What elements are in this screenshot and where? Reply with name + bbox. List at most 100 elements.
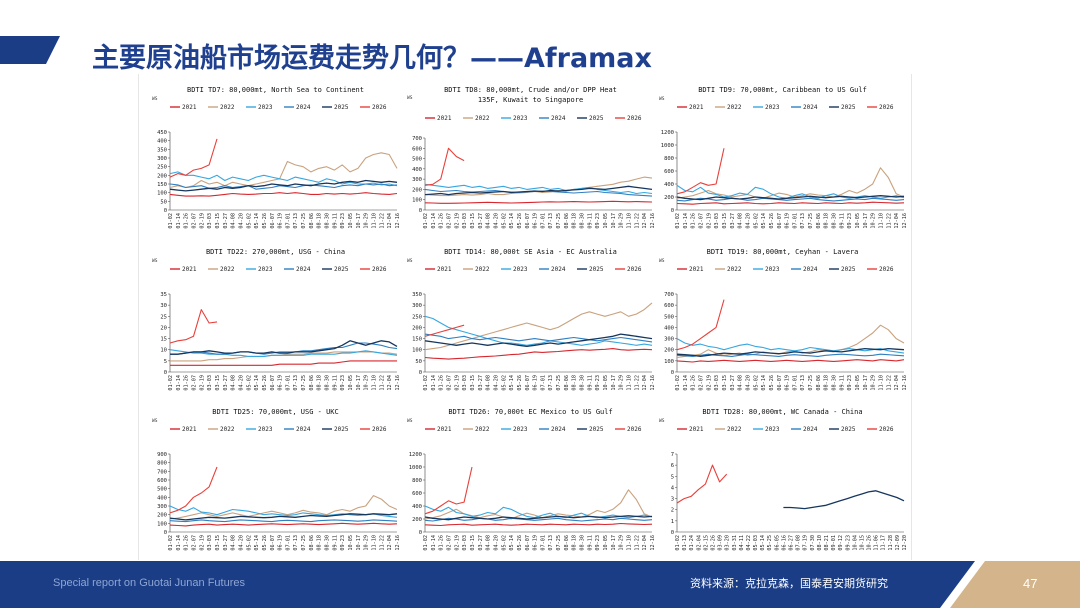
legend-label-2026: 2026 <box>372 266 387 273</box>
legend-label-2023: 2023 <box>765 426 780 433</box>
x-tick-label: 10-29 <box>871 375 877 391</box>
unit-label: WS <box>152 258 158 264</box>
chart-td28: BDTI TD28: 80,000mt, WC Canada - China WS… <box>659 408 908 551</box>
x-tick-label: 05-02 <box>246 375 252 391</box>
series-line-2025 <box>169 179 398 192</box>
x-tick-label: 09-01 <box>831 535 837 551</box>
x-tick-label: 04-08 <box>231 213 237 229</box>
series-line-2024 <box>169 519 398 523</box>
series-line-2025 <box>676 195 905 201</box>
x-tick-label: 12-04 <box>642 375 648 391</box>
series-line-2022 <box>169 152 398 189</box>
series-line-2026 <box>424 324 465 337</box>
legend-label-2025: 2025 <box>334 426 349 433</box>
x-tick-label: 02-07 <box>698 375 704 391</box>
x-tick-label: 03-27 <box>223 535 229 551</box>
x-tick-label: 12-04 <box>387 213 393 229</box>
y-tick-label: 300 <box>157 504 167 510</box>
x-tick-label: 02-07 <box>446 213 452 229</box>
x-tick-label: 02-19 <box>706 213 712 229</box>
x-tick-label: 11-10 <box>879 375 885 391</box>
x-tick-label: 07-01 <box>792 375 798 391</box>
y-tick-label: 250 <box>157 165 167 171</box>
legend-label-2025: 2025 <box>841 266 856 273</box>
legend-label-2022: 2022 <box>475 426 490 433</box>
x-tick-label: 10-15 <box>859 535 865 551</box>
x-tick-label: 07-01 <box>792 213 798 229</box>
chart-td9: BDTI TD9: 70,000mt, Caribbean to US Gulf… <box>659 86 908 229</box>
legend-label-2023: 2023 <box>258 266 273 273</box>
x-tick-label: 02-07 <box>446 535 452 551</box>
unit-label: WS <box>407 258 413 264</box>
legend-label-2024: 2024 <box>551 426 566 433</box>
legend-label-2026: 2026 <box>627 266 642 273</box>
series-line-2022 <box>424 176 653 197</box>
x-tick-label: 11-10 <box>879 213 885 229</box>
series-line-2023 <box>424 505 653 519</box>
chart-title: BDTI TD22: 270,000mt, USG - China <box>206 248 345 256</box>
x-tick-label: 09-23 <box>340 213 346 229</box>
series-line-2023 <box>169 349 398 357</box>
x-tick-label: 05-02 <box>753 213 759 229</box>
x-tick-label: 11-28 <box>888 535 894 551</box>
x-tick-label: 06-07 <box>525 535 531 551</box>
x-tick-label: 03-15 <box>215 375 221 391</box>
x-tick-label: 02-19 <box>706 375 712 391</box>
series-line-2022 <box>169 495 398 520</box>
charts-panel <box>138 74 912 560</box>
series-line-2021 <box>676 359 905 363</box>
x-tick-label: 09-11 <box>587 535 593 551</box>
x-tick-label: 01-26 <box>691 375 697 391</box>
x-tick-label: 01-02 <box>168 375 174 391</box>
x-tick-label: 01-14 <box>431 213 437 229</box>
x-tick-label: 07-01 <box>540 535 546 551</box>
x-tick-label: 10-17 <box>863 375 869 391</box>
footer-report-name: Special report on Guotai Junan Futures <box>53 577 246 589</box>
legend-label-2023: 2023 <box>513 426 528 433</box>
x-tick-label: 04-08 <box>231 375 237 391</box>
x-tick-label: 12-04 <box>894 375 900 391</box>
x-tick-label: 08-06 <box>564 535 570 551</box>
legend-label-2023: 2023 <box>765 266 780 273</box>
x-tick-label: 10-29 <box>619 213 625 229</box>
x-tick-label: 02-04 <box>696 535 702 551</box>
y-tick-label: 5 <box>671 474 674 480</box>
x-tick-label: 01-26 <box>691 213 697 229</box>
legend-label-2021: 2021 <box>689 266 704 273</box>
x-tick-label: 07-01 <box>540 375 546 391</box>
x-tick-label: 09-23 <box>595 375 601 391</box>
legend-label-2022: 2022 <box>475 115 490 122</box>
legend-label-2021: 2021 <box>182 266 197 273</box>
x-tick-label: 09-11 <box>587 213 593 229</box>
series-line-2025 <box>424 333 653 348</box>
legend-label-2024: 2024 <box>296 426 311 433</box>
x-tick-label: 06-05 <box>774 535 780 551</box>
x-tick-label: 01-14 <box>683 375 689 391</box>
x-tick-label: 10-17 <box>356 375 362 391</box>
x-tick-label: 10-05 <box>603 375 609 391</box>
x-tick-label: 05-02 <box>246 213 252 229</box>
y-tick-label: 500 <box>664 314 674 320</box>
x-tick-label: 02-19 <box>199 375 205 391</box>
x-tick-label: 03-27 <box>478 375 484 391</box>
x-tick-label: 07-01 <box>285 213 291 229</box>
x-tick-label: 09-11 <box>839 375 845 391</box>
x-tick-label: 06-19 <box>278 213 284 229</box>
x-tick-label: 11-22 <box>886 213 892 229</box>
x-tick-label: 06-07 <box>777 375 783 391</box>
series-line-2021 <box>169 192 398 197</box>
y-tick-label: 300 <box>412 177 422 183</box>
x-tick-label: 11-10 <box>627 213 633 229</box>
y-tick-label: 1000 <box>661 143 674 149</box>
x-tick-label: 01-02 <box>423 535 429 551</box>
legend-label-2022: 2022 <box>727 266 742 273</box>
legend-label-2023: 2023 <box>765 104 780 111</box>
unit-label: WS <box>407 95 413 101</box>
series-line-2022 <box>676 167 905 199</box>
y-tick-label: 300 <box>412 303 422 309</box>
x-tick-label: 03-03 <box>714 375 720 391</box>
series-line-2021 <box>424 200 653 204</box>
x-tick-label: 07-25 <box>808 375 814 391</box>
x-tick-label: 04-11 <box>739 535 745 551</box>
x-tick-label: 05-14 <box>760 535 766 551</box>
